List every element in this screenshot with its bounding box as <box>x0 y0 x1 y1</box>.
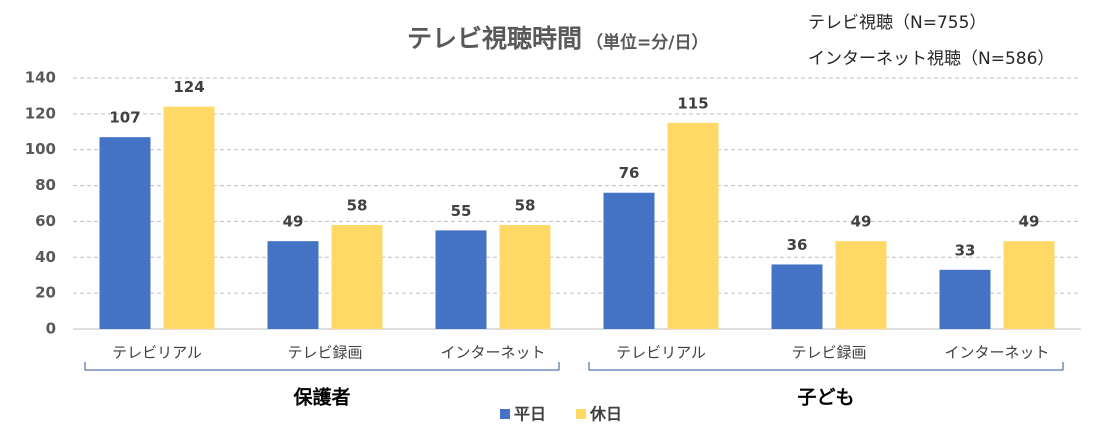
legend-swatch <box>500 409 510 419</box>
legend-label: 平日 <box>514 405 546 424</box>
x-tick-label: インターネット <box>944 344 1049 362</box>
y-tick-label: 80 <box>35 176 56 194</box>
y-tick-label: 20 <box>35 284 56 302</box>
value-label: 58 <box>515 197 536 215</box>
bar <box>499 225 551 329</box>
x-tick-label: テレビリアル <box>112 344 202 362</box>
value-label: 49 <box>851 213 872 231</box>
bar <box>331 225 383 329</box>
value-label: 58 <box>347 197 368 215</box>
bar <box>267 241 319 329</box>
x-tick-label: テレビ録画 <box>287 344 362 362</box>
bar <box>163 106 215 329</box>
value-label: 49 <box>1019 213 1040 231</box>
y-tick-label: 60 <box>35 212 56 230</box>
annotation: テレビ視聴（N=755） <box>808 13 986 33</box>
legend-label: 休日 <box>589 405 622 424</box>
y-tick-label: 100 <box>25 140 56 158</box>
group-label: 子ども <box>797 387 854 409</box>
y-tick-label: 0 <box>46 320 56 338</box>
value-label: 33 <box>955 241 976 259</box>
value-label: 115 <box>677 94 708 112</box>
y-tick-label: 40 <box>35 248 56 266</box>
group-bracket <box>84 362 560 371</box>
bar <box>835 241 887 329</box>
value-label: 36 <box>787 236 808 254</box>
chart-title: テレビ視聴時間 <box>407 24 582 53</box>
group-bracket <box>588 362 1064 371</box>
legend-swatch <box>576 409 586 419</box>
value-label: 124 <box>173 78 204 96</box>
bar <box>99 137 151 329</box>
y-tick-label: 140 <box>25 69 56 87</box>
bar <box>1003 241 1055 329</box>
value-label: 49 <box>283 213 304 231</box>
value-label: 107 <box>109 109 140 127</box>
bar <box>939 269 991 329</box>
bar <box>603 192 655 329</box>
value-label: 76 <box>619 164 640 182</box>
x-tick-label: テレビリアル <box>616 344 706 362</box>
x-tick-label: テレビ録画 <box>791 344 866 362</box>
group-label: 保護者 <box>292 386 350 409</box>
y-tick-label: 120 <box>25 104 56 122</box>
x-tick-label: インターネット <box>440 344 545 362</box>
value-label: 55 <box>451 202 472 220</box>
bar <box>771 264 823 329</box>
bar <box>667 122 719 329</box>
chart-subtitle: （単位=分/日） <box>586 32 708 53</box>
bar <box>435 230 487 329</box>
annotation: インターネット視聴（N=586） <box>808 49 1054 69</box>
